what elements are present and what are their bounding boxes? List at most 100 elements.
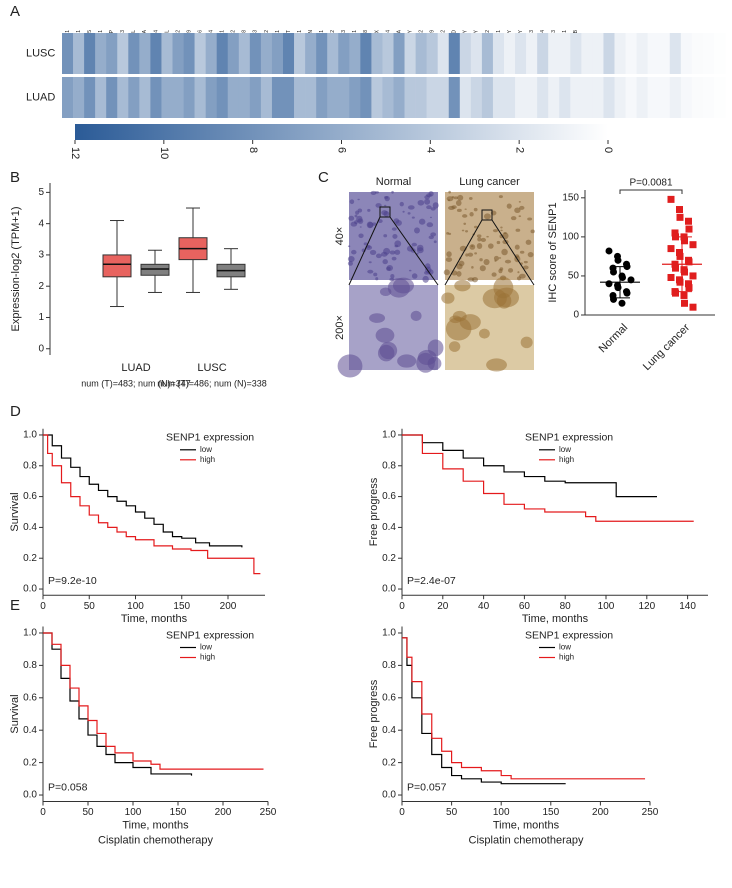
cell-nucleus [517,271,520,274]
survival-curve [402,434,657,498]
heat-cell [437,33,450,74]
cell-nucleus [407,212,411,215]
colorbar-tick-label: 2 [513,147,525,153]
heat-cell [294,77,306,118]
y-tick-label: 0.0 [23,584,37,595]
y-tick-label: 0.8 [382,460,396,471]
row-label: 200× [334,315,346,340]
cell-nucleus [351,249,357,255]
cell-nucleus [453,196,459,200]
y-tick-label: 1.0 [382,430,396,441]
colorbar-tick-label: 8 [247,147,259,153]
cell-nucleus [445,257,453,263]
y-tick-label: 0.8 [23,660,37,671]
cell-nucleus [355,210,360,215]
cell-nucleus [422,275,429,283]
heat-cell [526,33,538,74]
heat-cell [260,33,273,74]
heat-cell [581,77,593,118]
y-tick-label: 0.4 [382,522,396,533]
zoom-line [444,219,483,286]
data-point [667,195,675,203]
cell-nucleus [414,227,420,234]
x-axis-label: Time, months [122,819,189,831]
y-tick-label: 5 [38,187,44,198]
cell-nucleus [530,229,535,234]
heat-cell [316,33,328,74]
heat-cell [283,33,295,74]
data-point [672,264,679,272]
cell-nucleus [384,195,389,199]
heat-cell [161,33,173,74]
heat-cell [349,77,361,118]
panel-label: A [10,3,20,20]
heat-cell [603,77,615,118]
heat-cell [227,33,240,74]
heat-cell [636,77,648,118]
x-tick-label: 150 [173,601,190,612]
y-tick-label: 0.6 [23,491,37,502]
cell-nucleus [522,265,529,270]
cell-nucleus [386,266,391,271]
heat-cell [680,33,693,74]
y-axis-label: Free progress [368,679,380,748]
data-point [676,206,683,214]
cell-nucleus [527,217,533,221]
cell-nucleus [479,258,483,262]
cell-nucleus [391,256,397,261]
legend-label: high [559,455,574,464]
heat-cell [592,77,604,118]
x-tick-label: 80 [560,601,572,612]
x-tick-label: 200 [592,807,609,818]
cell-nucleus [455,200,462,207]
y-tick-label: 0.2 [23,757,37,768]
cell-nucleus [498,195,503,199]
heat-cell [194,33,206,74]
cell-nucleus [447,199,451,202]
cell-nucleus [476,242,483,249]
heat-cell [139,33,151,74]
legend-label: high [200,455,215,464]
heat-cell [205,33,217,74]
cell-nucleus [523,260,528,264]
sample-note: num (T)=483; num (N)=347 [81,378,191,388]
cell-nucleus [354,214,358,218]
heat-cell [702,33,715,74]
y-tick-label: 0.4 [23,725,37,736]
heat-cell [658,33,671,74]
y-tick-label: 0.0 [382,584,396,595]
heat-cell [73,77,85,118]
heat-cell [559,33,571,74]
heat-cell [106,77,118,118]
data-point [672,289,679,297]
x-axis-label: Time, months [522,613,589,625]
subtitle: Cisplatin chemotherapy [469,834,584,846]
cell-nucleus [426,193,432,198]
cell-nucleus [498,268,503,274]
heat-cell [128,33,140,74]
cell-nucleus [462,214,468,218]
cell-nucleus [454,279,471,292]
heat-cell [614,77,626,118]
row-label: LUSC [26,47,55,59]
cell-nucleus [467,252,474,257]
y-tick-label: 150 [562,192,579,203]
heat-cell [559,77,571,118]
heat-cell [271,33,284,74]
cell-nucleus [375,253,382,259]
x-tick-label: 20 [437,601,449,612]
legend-label: low [200,445,212,454]
cell-nucleus [469,212,474,217]
data-point [671,229,679,237]
legend-label: high [559,653,574,662]
cell-nucleus [494,287,520,308]
cell-nucleus [457,194,464,201]
y-axis-label: Survival [9,694,21,733]
cell-nucleus [359,226,362,228]
y-tick-label: 0.8 [382,660,396,671]
cell-nucleus [347,245,351,248]
cell-nucleus [408,269,412,272]
cell-nucleus [348,215,355,221]
cell-nucleus [379,287,392,297]
heat-cell [647,77,659,118]
